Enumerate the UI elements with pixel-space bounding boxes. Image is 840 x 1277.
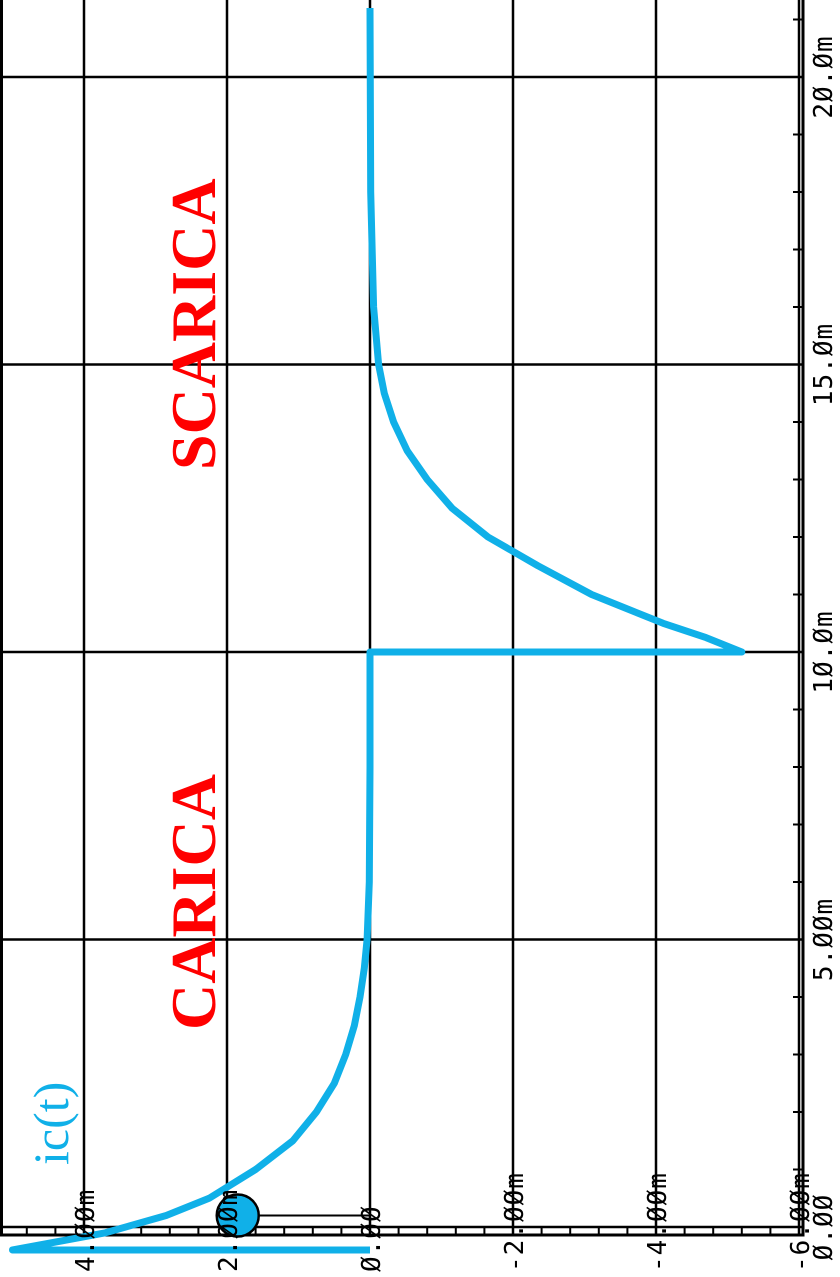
series-name-label: ic(t) xyxy=(23,1082,79,1165)
y-tick-labels: 4.ØØm 2.ØØm Ø.ØØ -2.ØØm -4.ØØm -6.ØØm xyxy=(71,1172,816,1272)
plot-frame xyxy=(0,0,805,1237)
y-tick-label: 4.ØØm xyxy=(71,1189,101,1272)
y-tick-label: -2.ØØm xyxy=(500,1172,530,1272)
x-tick-label: 1Ø.Øm xyxy=(809,610,839,693)
x-tick-label: 2Ø.Øm xyxy=(809,35,839,118)
annotations: CARICA SCARICA ic(t) xyxy=(23,178,229,1165)
y-tick-label: -6.ØØm xyxy=(786,1172,816,1272)
x-tick-labels: Ø.ØØ 5.ØØm 1Ø.Øm 15.Øm 2Ø.Øm xyxy=(809,35,839,1260)
annotation-label: CARICA xyxy=(158,774,229,1030)
y-tick-label: Ø.ØØ xyxy=(357,1205,387,1272)
x-tick-label: 5.ØØm xyxy=(809,898,839,981)
y-tick-label: -4.ØØm xyxy=(643,1172,673,1272)
series-layer xyxy=(9,7,746,1254)
x-tick-label: 15.Øm xyxy=(809,323,839,406)
y-tick-label: 2.ØØm xyxy=(214,1189,244,1272)
data-marker xyxy=(215,1193,260,1238)
series-line xyxy=(9,7,746,1254)
annotation-label: SCARICA xyxy=(158,178,229,470)
x-tick-label: Ø.ØØ xyxy=(809,1194,839,1261)
